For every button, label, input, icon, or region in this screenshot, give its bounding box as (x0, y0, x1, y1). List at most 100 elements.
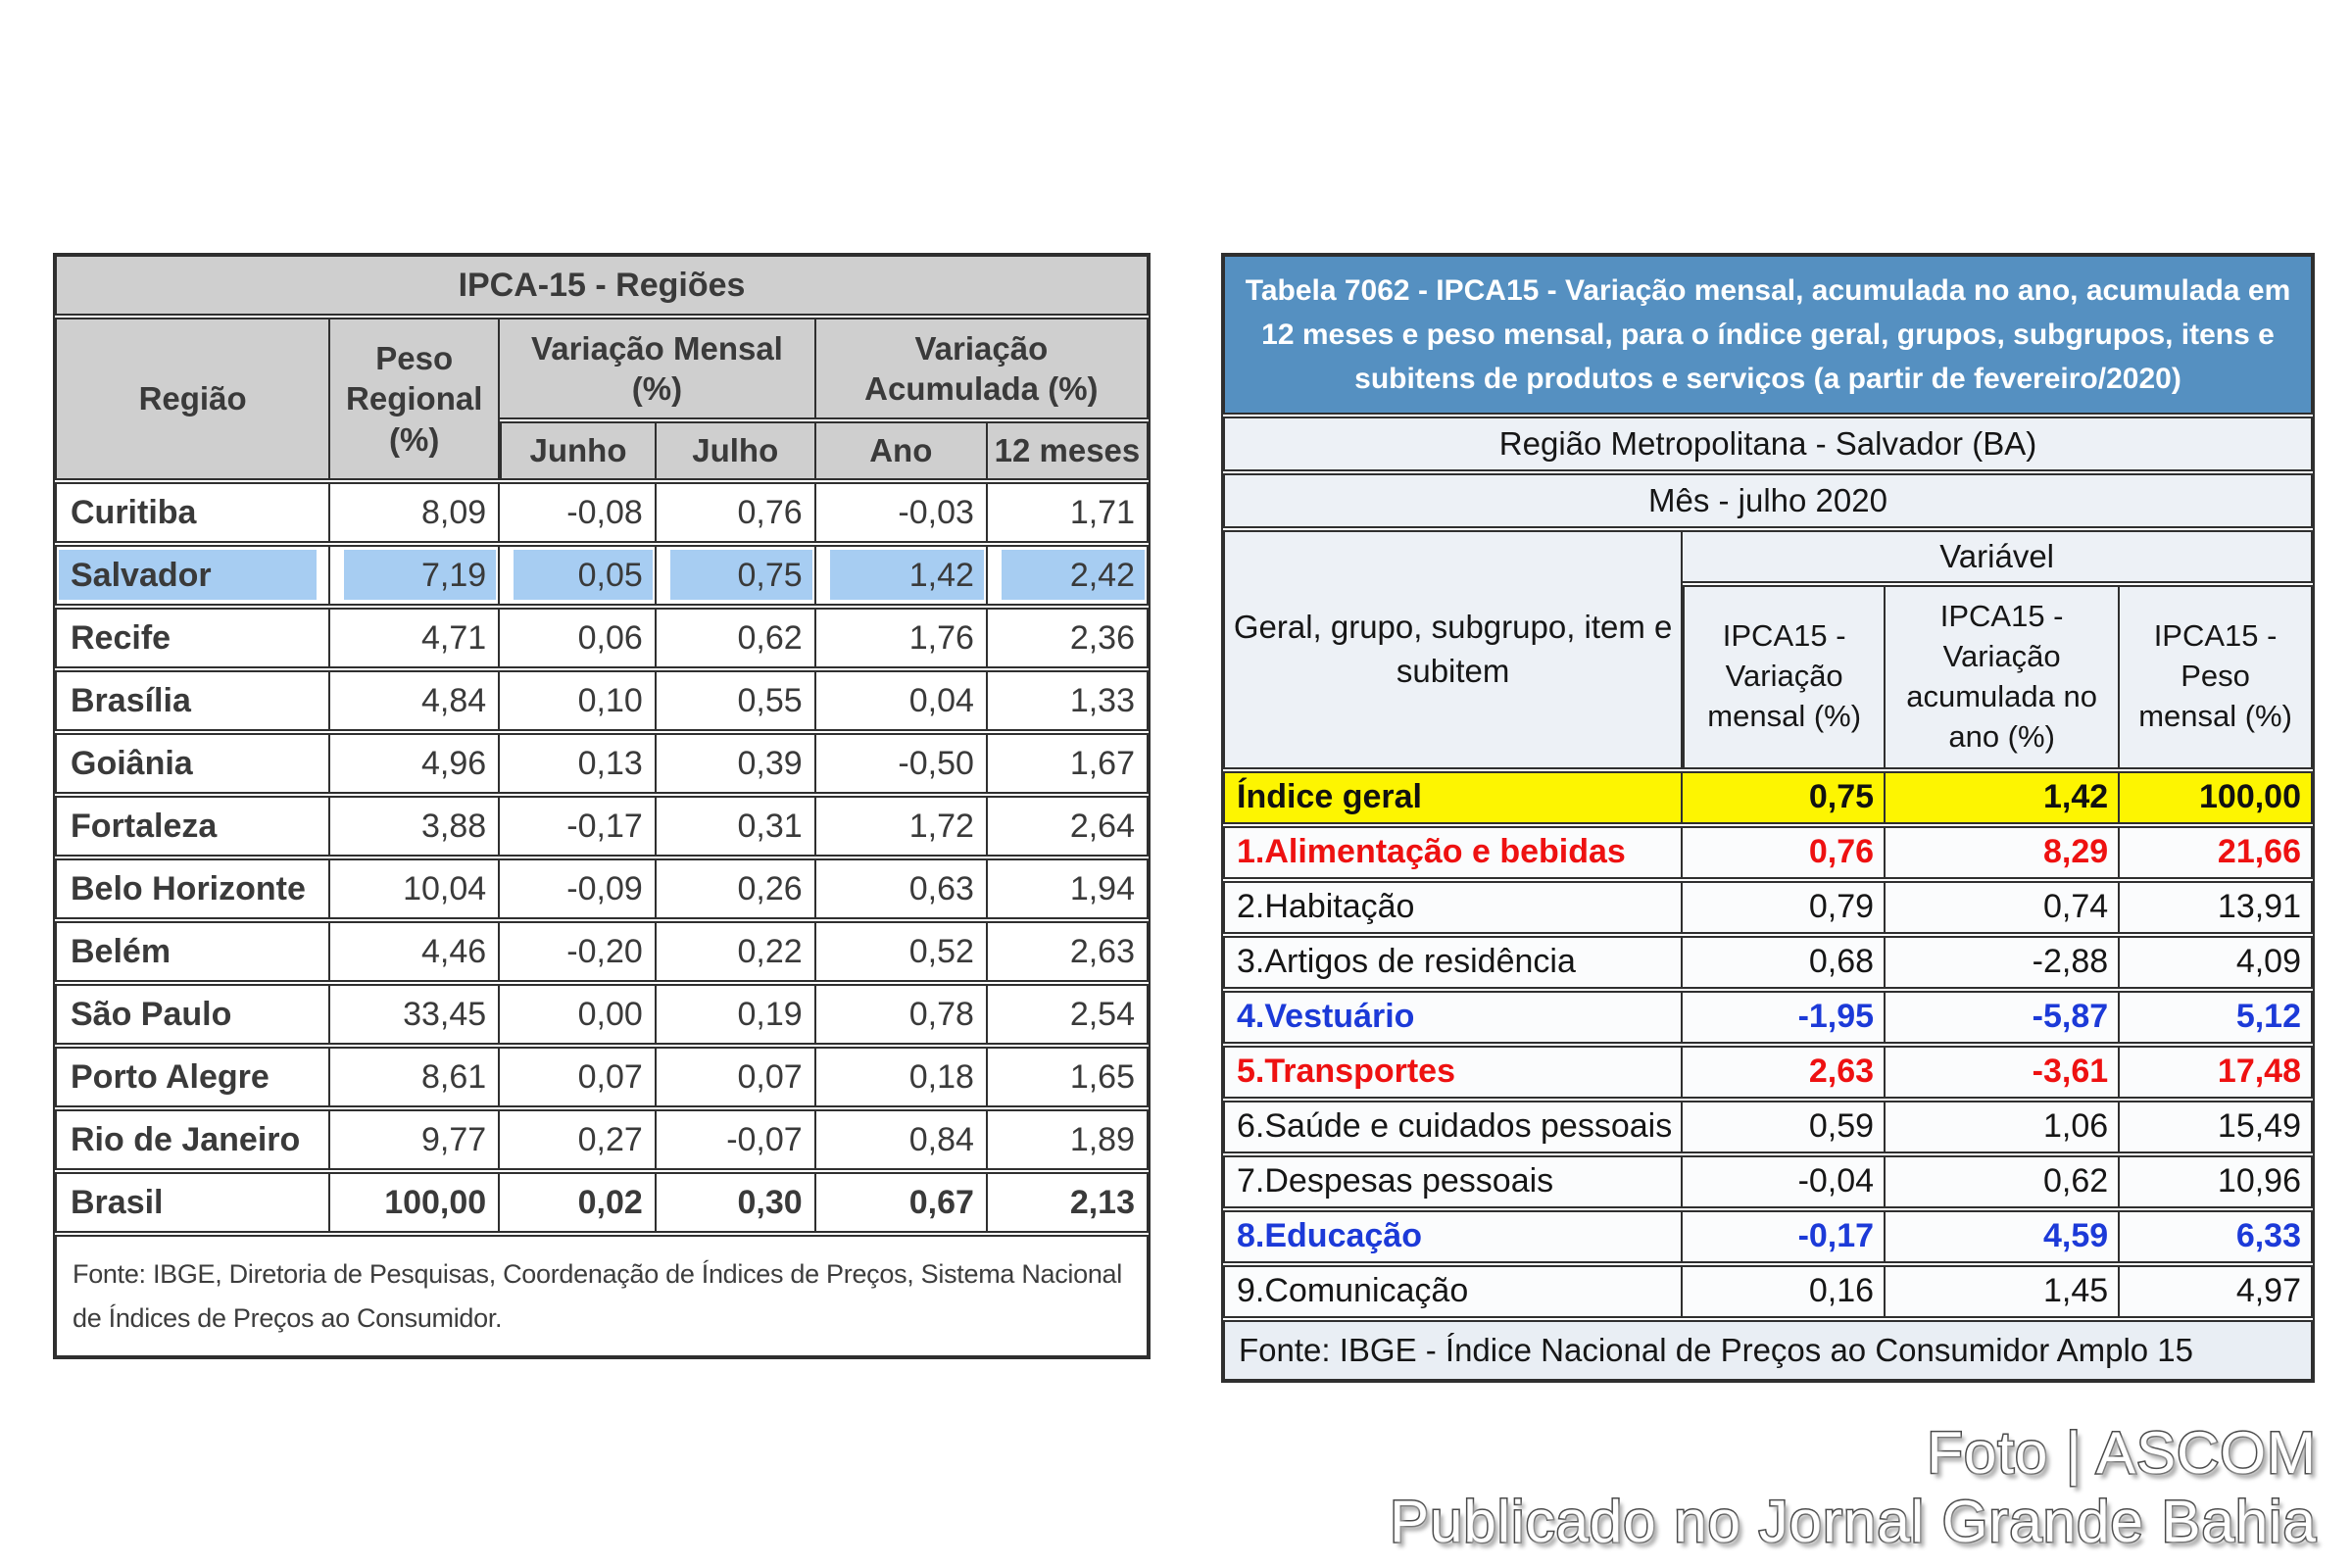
value-cell: 1,65 (987, 1047, 1149, 1107)
group-label-cell: 1.Alimentação e bebidas (1223, 825, 1684, 879)
region-name-cell: Goiânia (55, 733, 331, 794)
regions-table-row: Brasília 4,84 0,10 0,55 0,04 1,33 (55, 670, 1149, 731)
value: 0,10 (577, 681, 643, 719)
region-name-cell: Porto Alegre (55, 1047, 331, 1107)
value: 8,61 (421, 1057, 487, 1096)
regions-table-row: Salvador 7,19 0,05 0,75 1,42 2,42 (55, 545, 1149, 606)
value: 0,07 (737, 1057, 803, 1096)
groups-table-row: Índice geral 0,75 1,42 100,00 (1223, 770, 2313, 824)
region-name: Recife (71, 618, 172, 657)
photo-credit: Foto | ASCOM Publicado no Jornal Grande … (1389, 1419, 2318, 1556)
region-name: Porto Alegre (71, 1057, 270, 1096)
column-header-12-meses: 12 meses (987, 421, 1149, 480)
value-cell: -0,08 (500, 482, 657, 543)
region-name: Brasília (71, 681, 191, 719)
value: 1,89 (1069, 1120, 1135, 1158)
value: -0,03 (898, 493, 974, 531)
region-name: Goiânia (71, 744, 193, 782)
column-group-variacao-mensal: Variação Mensal (%) (500, 318, 816, 419)
value: 0,26 (737, 869, 803, 907)
value: -0,08 (566, 493, 643, 531)
value-cell: 0,31 (656, 796, 816, 857)
value-cell: 5,12 (2120, 990, 2313, 1044)
value: 2,13 (1069, 1183, 1135, 1221)
value-cell: -0,17 (1683, 1209, 1886, 1263)
value: 0,00 (577, 995, 643, 1033)
region-name-cell: Brasil (55, 1172, 331, 1233)
value-cell: 0,62 (656, 608, 816, 668)
regions-table-subheader-row: Junho Julho Ano 12 meses (55, 421, 1149, 480)
value-cell: 4,96 (330, 733, 501, 794)
value-cell: 1,33 (987, 670, 1149, 731)
value-cell: 1,94 (987, 858, 1149, 919)
value-cell: -0,17 (500, 796, 657, 857)
value-cell: 9,77 (330, 1109, 501, 1170)
column-header-julho: Julho (656, 421, 816, 480)
value-cell: 0,07 (656, 1047, 816, 1107)
value-cell: 0,04 (815, 670, 988, 731)
value: 0,62 (737, 618, 803, 657)
groups-table-region-row: Região Metropolitana - Salvador (BA) (1223, 416, 2313, 471)
groups-table-row: 9.Comunicação 0,16 1,45 4,97 (1223, 1264, 2313, 1318)
group-label-cell: 7.Despesas pessoais (1223, 1154, 1684, 1208)
value: 0,05 (577, 556, 643, 594)
value-cell: 15,49 (2120, 1100, 2313, 1153)
value-cell: 0,68 (1683, 935, 1886, 989)
column-header-peso-mensal: IPCA15 - Peso mensal (%) (2120, 585, 2313, 769)
group-label-cell: 9.Comunicação (1223, 1264, 1684, 1318)
value: 0,55 (737, 681, 803, 719)
value-cell: 0,07 (500, 1047, 657, 1107)
value-cell: 1,42 (815, 545, 988, 606)
value-cell: 2,64 (987, 796, 1149, 857)
value-cell: 0,26 (656, 858, 816, 919)
value-cell: 1,72 (815, 796, 988, 857)
photo-credit-line1: Foto | ASCOM (1926, 1419, 2318, 1488)
value-cell: -0,07 (656, 1109, 816, 1170)
region-name-cell: Rio de Janeiro (55, 1109, 331, 1170)
value: 7,19 (421, 556, 487, 594)
group-label-cell: 4.Vestuário (1223, 990, 1684, 1044)
column-header-variacao-mensal: IPCA15 - Variação mensal (%) (1683, 585, 1886, 769)
groups-table-row: 3.Artigos de residência 0,68 -2,88 4,09 (1223, 935, 2313, 989)
value-cell: 0,13 (500, 733, 657, 794)
value: 0,63 (908, 869, 974, 907)
value-cell: 0,75 (1683, 770, 1886, 824)
value-cell: 0,05 (500, 545, 657, 606)
regions-table-row: Goiânia 4,96 0,13 0,39 -0,50 1,67 (55, 733, 1149, 794)
value-cell: 1,76 (815, 608, 988, 668)
region-name-cell: Salvador (55, 545, 331, 606)
value-cell: 8,29 (1886, 825, 2121, 879)
group-label-cell: 6.Saúde e cuidados pessoais (1223, 1100, 1684, 1153)
regions-table-title: IPCA-15 - Regiões (55, 255, 1149, 316)
group-label-cell: Índice geral (1223, 770, 1684, 824)
regions-table-row: Belém 4,46 -0,20 0,22 0,52 2,63 (55, 921, 1149, 982)
value-cell: -1,95 (1683, 990, 1886, 1044)
region-name: Fortaleza (71, 807, 218, 845)
regions-table-row: Belo Horizonte 10,04 -0,09 0,26 0,63 1,94 (55, 858, 1149, 919)
value: -0,17 (566, 807, 643, 845)
region-name-cell: Curitiba (55, 482, 331, 543)
value: 1,72 (908, 807, 974, 845)
value-cell: 2,63 (1683, 1045, 1886, 1099)
value-cell: 0,55 (656, 670, 816, 731)
groups-table-footer-row: Fonte: IBGE - Índice Nacional de Preços … (1223, 1319, 2313, 1381)
value-cell: 0,76 (656, 482, 816, 543)
selection-highlight (1001, 550, 1145, 600)
value-cell: 100,00 (2120, 770, 2313, 824)
column-group-variavel: Variável (1683, 530, 2313, 583)
groups-table-row: 8.Educação -0,17 4,59 6,33 (1223, 1209, 2313, 1263)
group-label-cell: 2.Habitação (1223, 880, 1684, 934)
value-cell: 2,42 (987, 545, 1149, 606)
value: 0,19 (737, 995, 803, 1033)
column-header-ano: Ano (815, 421, 988, 480)
value-cell: 0,67 (815, 1172, 988, 1233)
selection-highlight (514, 550, 653, 600)
group-label-cell: 8.Educação (1223, 1209, 1684, 1263)
value-cell: 0,30 (656, 1172, 816, 1233)
value-cell: 0,78 (815, 984, 988, 1045)
regions-table-row: São Paulo 33,45 0,00 0,19 0,78 2,54 (55, 984, 1149, 1045)
value: 10,04 (403, 869, 487, 907)
value-cell: 2,36 (987, 608, 1149, 668)
value-cell: 1,71 (987, 482, 1149, 543)
